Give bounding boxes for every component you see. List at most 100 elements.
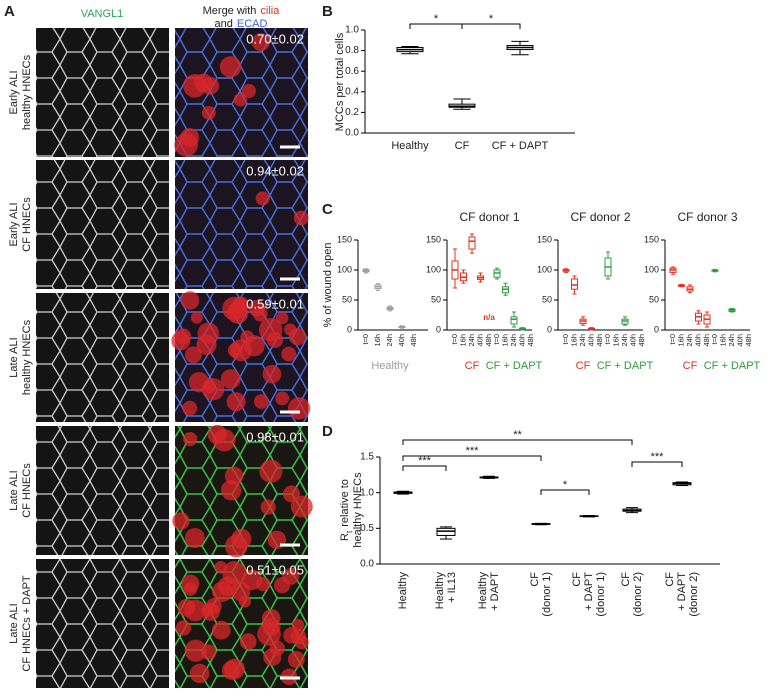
row-label: Early ALI bbox=[8, 70, 20, 114]
x-tick-label: CF bbox=[455, 140, 470, 152]
cilia-signal bbox=[171, 331, 191, 351]
row-label: Late ALI bbox=[8, 603, 20, 643]
cilia-signal bbox=[258, 318, 283, 342]
y-tick-label: 150 bbox=[537, 234, 552, 244]
y-tick-label: 0.0 bbox=[360, 559, 374, 570]
x-tick-label: Healthy bbox=[391, 140, 429, 152]
cilia-signal bbox=[193, 73, 213, 93]
x-tick-label: + DAPT bbox=[583, 572, 595, 611]
cilia-signal bbox=[183, 582, 198, 596]
row-label: CF HNECs + DAPT bbox=[21, 575, 33, 672]
cilia-signal bbox=[231, 297, 249, 314]
x-tick-label: CF bbox=[620, 572, 632, 587]
row-label: healthy HNECs bbox=[21, 319, 33, 395]
row-label: CF HNECs bbox=[21, 463, 33, 518]
x-tick-label: Healthy bbox=[477, 572, 489, 610]
cilia-signal bbox=[183, 432, 198, 447]
x-tick-label: t=0 bbox=[492, 334, 501, 345]
row-label: healthy HNECs bbox=[21, 54, 33, 130]
x-tick-label: 16h bbox=[611, 334, 620, 347]
significance-label: * bbox=[489, 13, 494, 25]
x-tick-label: 24h bbox=[467, 334, 476, 347]
x-tick-label: 16h bbox=[458, 334, 467, 347]
x-tick-label: 24h bbox=[509, 334, 518, 347]
y-tick-label: 50 bbox=[542, 294, 552, 304]
x-tick-label: 40h bbox=[475, 334, 484, 347]
y-tick-label: 100 bbox=[644, 264, 659, 274]
cilia-signal bbox=[255, 191, 270, 206]
x-tick-label: 40h bbox=[628, 334, 637, 347]
cilia-signal bbox=[184, 346, 202, 364]
cilia-signal bbox=[248, 299, 266, 317]
cilia-signal bbox=[184, 528, 205, 548]
x-tick-label: 40h bbox=[586, 334, 595, 347]
significance-label: *** bbox=[418, 455, 432, 467]
y-tick-label: 50 bbox=[342, 294, 352, 304]
x-tick-label: (donor 1) bbox=[595, 572, 607, 617]
significance-label: *** bbox=[651, 451, 665, 463]
significance-bracket bbox=[402, 455, 542, 461]
cilia-signal bbox=[212, 581, 233, 602]
x-tick-label: 16h bbox=[500, 334, 509, 347]
panel-label: B bbox=[322, 3, 333, 20]
cilia-signal bbox=[259, 459, 283, 483]
cilia-signal bbox=[172, 512, 190, 530]
y-tick-label: 0 bbox=[347, 324, 352, 334]
row-label: Early ALI bbox=[8, 202, 20, 246]
panel-label: C bbox=[322, 201, 333, 218]
x-tick-label: 40h bbox=[693, 334, 702, 347]
cilia-signal bbox=[226, 392, 246, 412]
x-tick-label: t=0 bbox=[710, 334, 719, 345]
header-text: Merge with bbox=[203, 5, 257, 17]
cilia-signal bbox=[282, 568, 300, 585]
cilia-signal bbox=[260, 499, 276, 515]
row-label: Late ALI bbox=[8, 470, 20, 510]
cilia-signal bbox=[225, 534, 248, 558]
x-tick-label: CF bbox=[664, 572, 676, 587]
cilia-signal bbox=[227, 342, 244, 358]
annotation: n/a bbox=[483, 313, 495, 322]
cilia-signal bbox=[221, 660, 241, 680]
y-tick-label: 1.0 bbox=[345, 25, 359, 36]
x-tick-label: t=0 bbox=[361, 334, 370, 345]
x-tick-label: 24h bbox=[685, 334, 694, 347]
y-tick-label: 0.0 bbox=[345, 128, 359, 139]
x-tick-label: 48h bbox=[484, 334, 493, 347]
x-tick-label: + IL13 bbox=[446, 572, 458, 603]
x-tick-label: 16h bbox=[718, 334, 727, 347]
cilia-signal bbox=[182, 400, 198, 416]
y-axis-label: MCCs per total cells bbox=[334, 32, 346, 131]
x-tick-label: t=0 bbox=[603, 334, 612, 345]
y-tick-label: 50 bbox=[431, 294, 441, 304]
ratio-value: 0.98±0.01 bbox=[246, 429, 304, 444]
micrograph bbox=[36, 293, 169, 422]
cilia-signal bbox=[287, 651, 305, 668]
subplot-title: CF donor 3 bbox=[677, 210, 737, 224]
x-tick-label: 40h bbox=[735, 334, 744, 347]
x-tick-label: + DAPT bbox=[489, 572, 501, 611]
cilia-signal bbox=[239, 633, 257, 650]
micrograph bbox=[36, 426, 169, 555]
cilia-signal bbox=[251, 33, 270, 52]
x-tick-label: 24h bbox=[620, 334, 629, 347]
y-axis-label: healthy HNECs bbox=[352, 472, 364, 548]
significance-bracket bbox=[631, 461, 683, 467]
y-tick-label: 0.5 bbox=[360, 523, 374, 534]
ratio-value: 0.59±0.01 bbox=[246, 296, 304, 311]
ratio-value: 0.51±0.05 bbox=[246, 562, 304, 577]
x-tick-label: (donor 2) bbox=[632, 572, 644, 617]
column-header: and ECAD bbox=[215, 18, 268, 30]
cilia-signal bbox=[197, 322, 220, 344]
group-label: CF + DAPT bbox=[486, 360, 543, 372]
cilia-signal bbox=[262, 364, 282, 384]
column-header: Merge with cilia bbox=[203, 5, 281, 17]
row-label: Late ALI bbox=[8, 337, 20, 377]
x-tick-label: 48h bbox=[595, 334, 604, 347]
x-tick-label: t=0 bbox=[561, 334, 570, 345]
cilia-signal bbox=[214, 560, 228, 574]
cilia-signal bbox=[290, 628, 307, 645]
cilia-signal bbox=[253, 394, 269, 409]
y-tick-label: 150 bbox=[337, 234, 352, 244]
x-tick-label: 16h bbox=[569, 334, 578, 347]
ratio-value: 0.94±0.02 bbox=[246, 163, 304, 178]
